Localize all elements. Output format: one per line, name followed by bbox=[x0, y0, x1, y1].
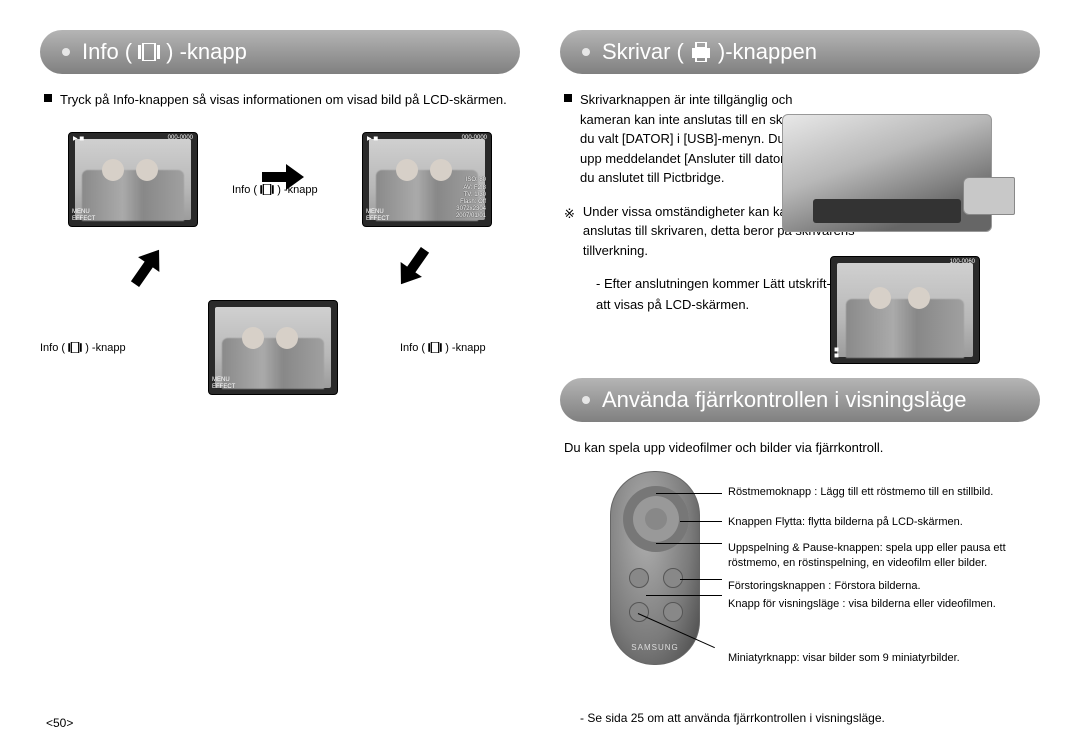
title-info-prefix: Info ( bbox=[82, 39, 132, 65]
remote-brand: SAMSUNG bbox=[611, 643, 699, 652]
section-title-remote: Använda fjärrkontrollen i visningsläge bbox=[560, 378, 1040, 422]
title-info-suffix: ) -knapp bbox=[166, 39, 247, 65]
label-view: Knapp för visningsläge : visa bilderna e… bbox=[728, 597, 1048, 612]
label-zoom: Förstoringsknappen : Förstora bilderna. bbox=[728, 579, 1048, 594]
display-icon bbox=[138, 43, 160, 61]
remote-diagram: SAMSUNG Röstmemoknapp : Lägg till ett rö… bbox=[560, 471, 1040, 701]
left-column: Info ( ) -knapp Tryck på Info-knappen så… bbox=[40, 30, 520, 725]
caption-1: Info ( ) -knapp bbox=[232, 184, 318, 196]
exif-overlay: ISO: 80 AV: F2.8 TV: 1/30 Flash: Off 307… bbox=[456, 177, 486, 220]
display-icon bbox=[260, 184, 274, 195]
asterisk-icon: ※ bbox=[564, 204, 575, 224]
label-move: Knappen Flytta: flytta bilderna på LCD-s… bbox=[728, 515, 1048, 530]
square-bullet-icon bbox=[564, 94, 572, 102]
info-intro-text: Tryck på Info-knappen så visas informati… bbox=[60, 90, 507, 110]
remote-btn bbox=[663, 602, 683, 622]
pill-dot-icon bbox=[62, 48, 70, 56]
section-title-printer: Skrivar ( )-knappen bbox=[560, 30, 1040, 74]
remote-btn bbox=[629, 568, 649, 588]
arrow-down-right-icon bbox=[390, 242, 435, 291]
lcd-preview-3: MENUEFFECT bbox=[208, 300, 338, 395]
display-icon bbox=[428, 342, 442, 353]
remote-footnote: - Se sida 25 om att använda fjärrkontrol… bbox=[560, 711, 1040, 725]
square-bullet-icon bbox=[44, 94, 52, 102]
title-printer-suffix: )-knappen bbox=[718, 39, 817, 65]
pill-dot-icon bbox=[582, 396, 590, 404]
page-number: <50> bbox=[46, 716, 73, 730]
label-play: Uppspelning & Pause-knappen: spela upp e… bbox=[728, 541, 1058, 572]
label-voice: Röstmemoknapp : Lägg till ett röstmemo t… bbox=[728, 485, 1048, 500]
info-diagram: ▶ ◼000-0000 MENUEFFECT ▶ ◼000-0000 MENUE… bbox=[40, 124, 520, 404]
remote-btn bbox=[663, 568, 683, 588]
camera-hardware-image bbox=[782, 114, 992, 232]
lcd-preview-2: ▶ ◼000-0000 MENUEFFECT ISO: 80 AV: F2.8 … bbox=[362, 132, 492, 227]
remote-intro: Du kan spela upp videofilmer och bilder … bbox=[560, 438, 1040, 458]
printer-dash: - Efter anslutningen kommer Lätt utskrif… bbox=[560, 274, 870, 316]
lcd-preview-1: ▶ ◼000-0000 MENUEFFECT bbox=[68, 132, 198, 227]
title-remote: Använda fjärrkontrollen i visningsläge bbox=[602, 387, 966, 413]
right-column: Skrivar ( )-knappen Skrivarknappen är in… bbox=[560, 30, 1040, 725]
pill-dot-icon bbox=[582, 48, 590, 56]
lcd-preview-printer: 100-0060 ◼◼ bbox=[830, 256, 980, 364]
remote-btn bbox=[629, 602, 649, 622]
display-icon bbox=[68, 342, 82, 353]
title-printer-prefix: Skrivar ( bbox=[602, 39, 684, 65]
caption-3: Info ( ) -knapp bbox=[400, 342, 486, 354]
printer-icon bbox=[690, 42, 712, 62]
section-title-info: Info ( ) -knapp bbox=[40, 30, 520, 74]
info-intro: Tryck på Info-knappen så visas informati… bbox=[40, 90, 520, 110]
arrow-up-left-icon bbox=[124, 242, 169, 291]
label-thumb: Miniatyrknapp: visar bilder som 9 miniat… bbox=[728, 651, 1048, 666]
caption-2: Info ( ) -knapp bbox=[40, 342, 126, 354]
